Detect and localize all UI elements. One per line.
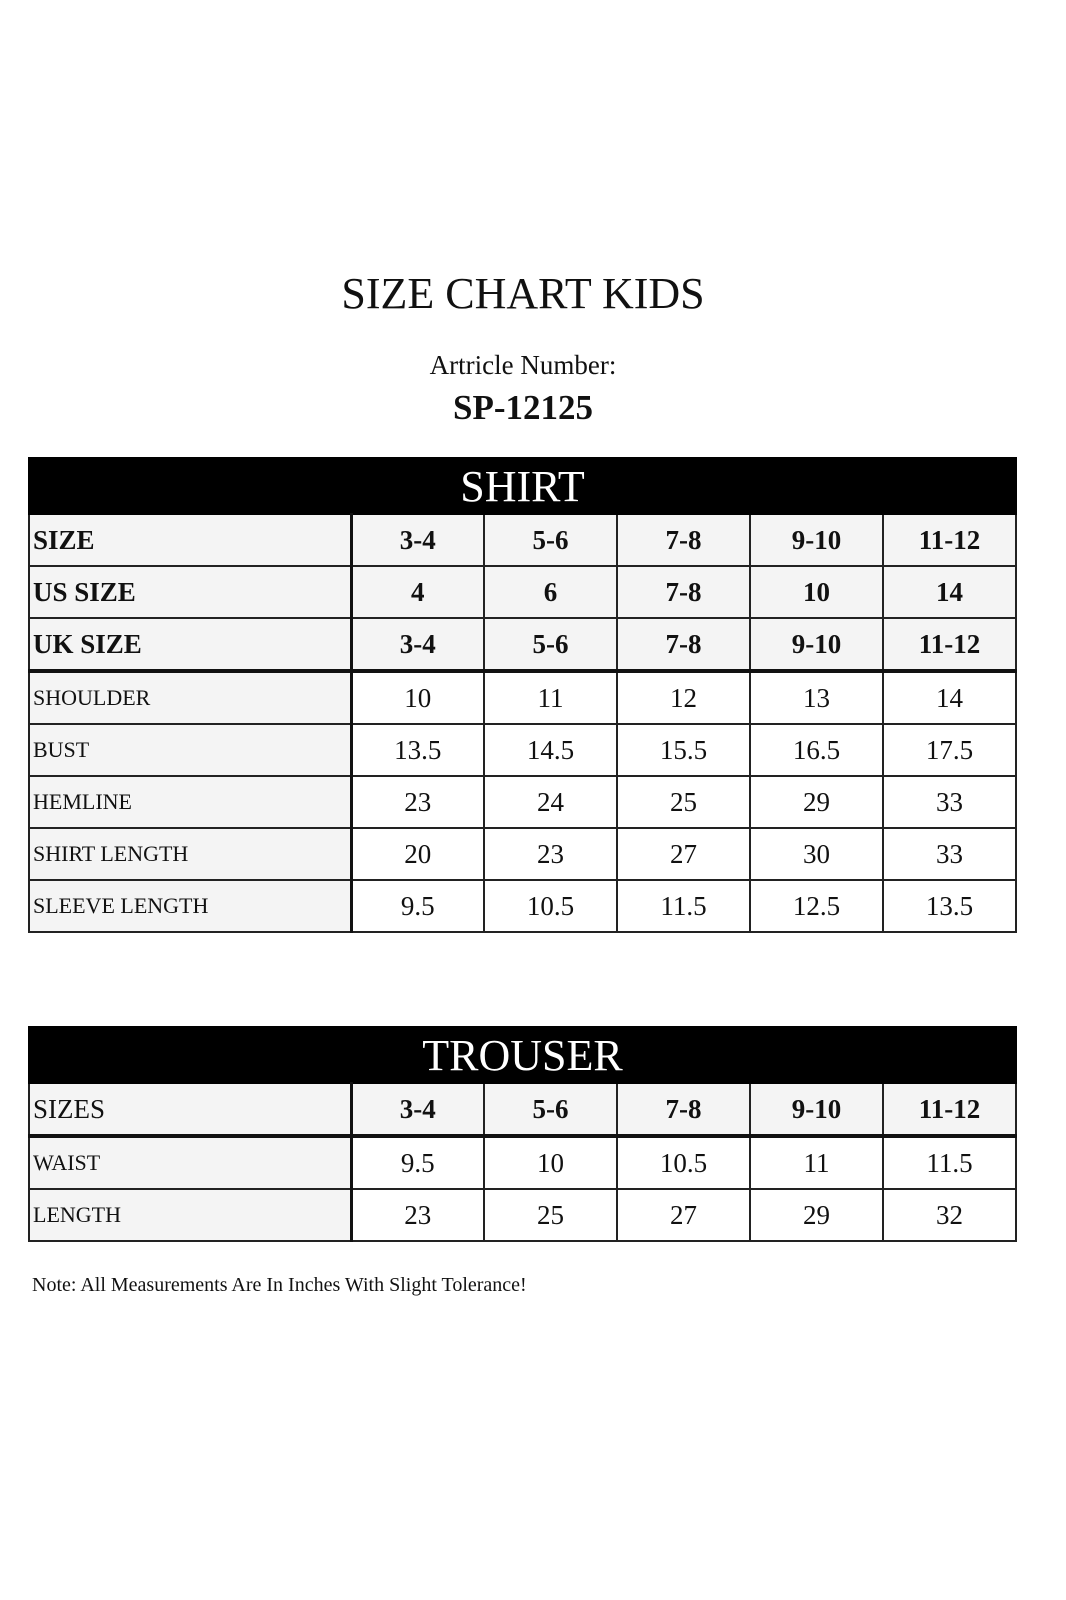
measurement-cell: 12 [616,670,751,725]
measurement-cell: 11 [749,1135,884,1190]
measurement-cell: 30 [749,827,884,881]
measurement-cell: 23 [350,1188,485,1242]
measurement-cell: 9.5 [350,879,485,933]
table-row: BUST 13.5 14.5 15.5 16.5 17.5 [28,723,1017,777]
measurement-cell: 11 [483,670,618,725]
measurement-cell: 25 [616,775,751,829]
size-header-row: SIZES 3-4 5-6 7-8 9-10 11-12 [28,1082,1017,1138]
size-cell: 9-10 [749,617,884,673]
size-cell: 5-6 [483,1082,618,1138]
size-header-row: UK SIZE 3-4 5-6 7-8 9-10 11-12 [28,617,1017,673]
table-row: SHOULDER 10 11 12 13 14 [28,670,1017,725]
trouser-size-table: TROUSER SIZES 3-4 5-6 7-8 9-10 11-12 WAIST 9.5 10… [28,1026,1017,1242]
measurement-cell: 13.5 [882,879,1017,933]
measurement-cell: 15.5 [616,723,751,777]
size-cell: 11-12 [882,1082,1017,1138]
size-cell: 11-12 [882,513,1017,567]
measurement-cell: 12.5 [749,879,884,933]
measurement-cell: 25 [483,1188,618,1242]
measurement-cell: 24 [483,775,618,829]
measurement-cell: 33 [882,775,1017,829]
table-row: LENGTH 23 25 27 29 32 [28,1188,1017,1242]
size-cell: 7-8 [616,1082,751,1138]
size-cell: 10 [749,565,884,619]
size-cell: 9-10 [749,1082,884,1138]
measurement-cell: 32 [882,1188,1017,1242]
measurement-cell: 20 [350,827,485,881]
size-cell: 11-12 [882,617,1017,673]
size-cell: 14 [882,565,1017,619]
measurement-cell: 13.5 [350,723,485,777]
measurement-cell: 17.5 [882,723,1017,777]
measurement-label: SLEEVE LENGTH [28,879,353,933]
measurement-cell: 27 [616,827,751,881]
measurement-cell: 27 [616,1188,751,1242]
table-row: HEMLINE 23 24 25 29 33 [28,775,1017,829]
row-label: US SIZE [28,565,353,619]
measurement-cell: 16.5 [749,723,884,777]
table-row: SHIRT LENGTH 20 23 27 30 33 [28,827,1017,881]
page-title: SIZE CHART KIDS [341,269,705,318]
measurement-cell: 13 [749,670,884,725]
article-number-label: Artricle Number: [429,350,617,380]
measurement-cell: 9.5 [350,1135,485,1190]
shirt-heading: SHIRT [28,457,1017,515]
size-cell: 7-8 [616,617,751,673]
size-cell: 7-8 [616,565,751,619]
size-cell: 7-8 [616,513,751,567]
measurement-label: SHOULDER [28,670,353,725]
row-label: SIZE [28,513,353,567]
measurement-label: HEMLINE [28,775,353,829]
measurement-cell: 10 [483,1135,618,1190]
size-cell: 6 [483,565,618,619]
measurement-cell: 29 [749,1188,884,1242]
size-cell: 3-4 [350,1082,485,1138]
size-cell: 5-6 [483,513,618,567]
measurement-label: WAIST [28,1135,353,1190]
size-cell: 4 [350,565,485,619]
measurement-cell: 23 [483,827,618,881]
table-row: SLEEVE LENGTH 9.5 10.5 11.5 12.5 13.5 [28,879,1017,933]
measurement-cell: 11.5 [616,879,751,933]
measurement-label: BUST [28,723,353,777]
article-number: SP-12125 [453,388,593,427]
size-cell: 5-6 [483,617,618,673]
size-header-row: SIZE 3-4 5-6 7-8 9-10 11-12 [28,513,1017,567]
measurement-cell: 10 [350,670,485,725]
measurement-cell: 14 [882,670,1017,725]
measurement-cell: 29 [749,775,884,829]
size-header-row: US SIZE 4 6 7-8 10 14 [28,565,1017,619]
size-cell: 9-10 [749,513,884,567]
size-cell: 3-4 [350,513,485,567]
table-row: WAIST 9.5 10 10.5 11 11.5 [28,1135,1017,1190]
shirt-size-table: SHIRT SIZE 3-4 5-6 7-8 9-10 11-12 US SIZE 4 6 7-8 1… [28,457,1017,933]
row-label: SIZES [28,1082,353,1138]
measurement-label: LENGTH [28,1188,353,1242]
measurement-cell: 14.5 [483,723,618,777]
measurement-note: Note: All Measurements Are In Inches Wit… [32,1274,527,1296]
measurement-cell: 23 [350,775,485,829]
measurement-cell: 10.5 [616,1135,751,1190]
size-cell: 3-4 [350,617,485,673]
row-label: UK SIZE [28,617,353,673]
measurement-cell: 10.5 [483,879,618,933]
measurement-cell: 11.5 [882,1135,1017,1190]
measurement-label: SHIRT LENGTH [28,827,353,881]
trouser-heading: TROUSER [28,1026,1017,1084]
measurement-cell: 33 [882,827,1017,881]
